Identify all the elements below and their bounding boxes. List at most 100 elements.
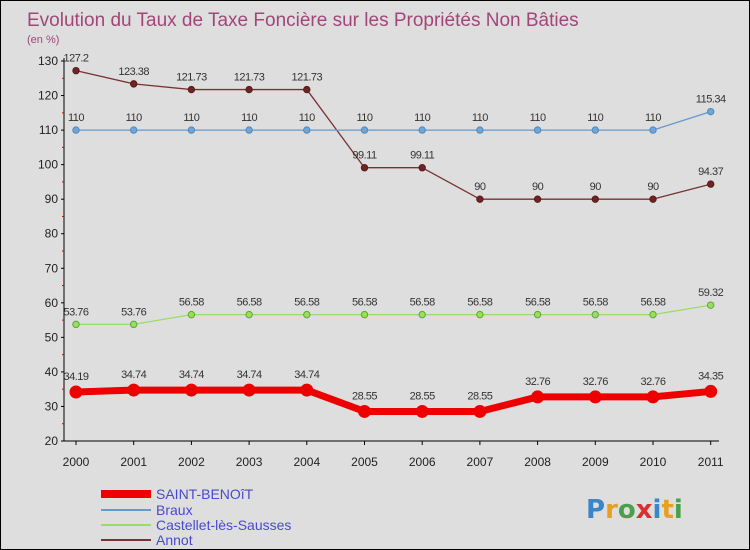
data-point (72, 320, 80, 329)
data-label: 56.58 (179, 297, 204, 309)
x-tick-label: 2000 (63, 455, 90, 469)
data-label: 53.76 (121, 306, 146, 318)
data-label: 110 (183, 112, 199, 124)
data-label: 121.73 (176, 72, 207, 84)
data-label: 34.74 (121, 369, 146, 381)
y-tick-label: 30 (45, 399, 59, 413)
data-point (476, 310, 484, 319)
x-tick-label: 2011 (698, 455, 724, 469)
data-label: 56.58 (294, 297, 319, 309)
data-point (358, 404, 371, 418)
data-point (187, 310, 196, 319)
data-label: 110 (530, 112, 546, 124)
data-point (418, 310, 426, 319)
data-point (245, 310, 253, 319)
y-tick-label: 80 (45, 227, 59, 241)
data-point (245, 126, 253, 134)
data-point (591, 126, 599, 134)
data-point (646, 390, 660, 404)
data-label: 32.76 (640, 376, 665, 388)
y-tick-label: 50 (45, 330, 59, 344)
data-label: 28.55 (410, 390, 435, 402)
series-line (76, 111, 711, 131)
data-point (649, 195, 657, 203)
proxiti-logo: Proxiti (586, 495, 683, 525)
legend-label: Annot (156, 532, 193, 548)
data-label: 127.2 (63, 53, 88, 65)
data-label: 28.55 (352, 390, 377, 402)
data-point (245, 85, 253, 94)
y-tick-label: 70 (45, 261, 59, 275)
series-2: 53.76 53.76 56.58 56.58 56.58 56.58 56.58 56.58… (63, 287, 724, 329)
data-point (360, 164, 369, 172)
series-1: 110 110 110 110 110 110 110 110 110 110 110 115.34 (68, 94, 726, 134)
data-label: 34.19 (63, 371, 88, 383)
data-point (533, 310, 542, 319)
data-label: 110 (414, 112, 430, 124)
data-point (130, 320, 138, 329)
data-point (476, 195, 484, 203)
data-point (72, 66, 80, 75)
data-point (303, 126, 311, 134)
chart-title: Evolution du Taux de Taxe Foncière sur l… (27, 10, 579, 31)
y-tick-label: 100 (38, 158, 58, 172)
x-tick-label: 2009 (582, 455, 609, 469)
x-tick-label: 2004 (293, 455, 320, 469)
data-label: 56.58 (640, 297, 665, 309)
data-label: 110 (472, 112, 488, 124)
y-tick-label: 130 (38, 54, 58, 68)
data-label: 56.58 (410, 297, 435, 309)
data-label: 110 (241, 112, 257, 124)
data-point (649, 126, 657, 134)
x-tick-label: 2001 (120, 455, 147, 469)
svg-text:Proxiti: Proxiti (586, 495, 683, 525)
data-point (184, 383, 198, 397)
data-label: 110 (356, 112, 372, 124)
data-point (303, 85, 311, 94)
y-tick-label: 40 (45, 365, 59, 379)
data-point (476, 126, 484, 134)
series-layer: 127.2 123.38 121.73 121.73 121.73 99.11 99.11 9… (63, 53, 726, 418)
data-label: 56.58 (237, 297, 262, 309)
data-point (360, 126, 369, 134)
data-label: 90 (532, 181, 544, 193)
data-label: 59.32 (698, 287, 723, 299)
y-tick-label: 120 (38, 89, 58, 103)
legend: SAINT-BENOîTBrauxCastellet-lès-SaussesAn… (101, 486, 291, 548)
data-point (418, 164, 426, 172)
data-label: 90 (647, 181, 659, 193)
data-point (242, 383, 256, 397)
data-label: 56.58 (525, 297, 550, 309)
series-line (76, 304, 711, 326)
data-label: 110 (299, 112, 315, 124)
data-point (704, 384, 718, 398)
data-label: 32.76 (525, 376, 550, 388)
data-point (591, 195, 599, 203)
data-point (418, 126, 426, 134)
y-tick-label: 110 (39, 123, 58, 137)
data-label: 56.58 (583, 297, 608, 309)
data-point (473, 404, 487, 418)
axes: 20 30 40 50 60 70 80 90 100 110 120 130 2000 2001 2002… (38, 54, 724, 469)
data-point (360, 310, 369, 319)
data-point (531, 390, 545, 404)
data-label: 34.74 (294, 369, 319, 381)
data-point (127, 383, 141, 397)
series-0: 34.19 34.74 34.74 34.74 34.74 28.55 28.55 28.55… (63, 369, 724, 418)
data-label: 56.58 (467, 297, 492, 309)
data-point (130, 126, 138, 134)
data-label: 53.76 (63, 306, 88, 318)
data-label: 123.38 (118, 66, 149, 78)
legend-label: Braux (156, 502, 193, 518)
x-tick-label: 2010 (640, 455, 667, 469)
data-label: 110 (126, 112, 142, 124)
chart-subtitle: (en %) (27, 34, 59, 46)
data-label: 90 (590, 181, 602, 193)
data-point (187, 126, 196, 134)
data-point (303, 310, 311, 319)
data-point (69, 385, 83, 399)
data-label: 110 (587, 112, 603, 124)
data-point (300, 383, 314, 397)
